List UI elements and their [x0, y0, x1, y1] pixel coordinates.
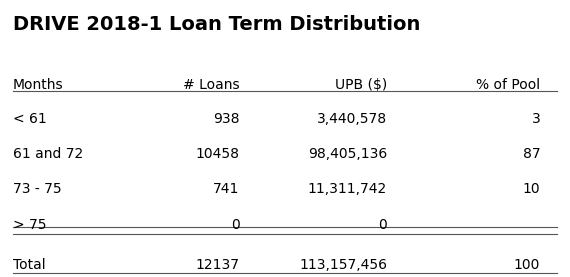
Text: 113,157,456: 113,157,456 — [299, 258, 387, 272]
Text: Months: Months — [13, 78, 63, 91]
Text: 87: 87 — [523, 147, 540, 161]
Text: Total: Total — [13, 258, 46, 272]
Text: 61 and 72: 61 and 72 — [13, 147, 83, 161]
Text: 12137: 12137 — [196, 258, 239, 272]
Text: 0: 0 — [378, 218, 387, 232]
Text: # Loans: # Loans — [183, 78, 239, 91]
Text: 98,405,136: 98,405,136 — [308, 147, 387, 161]
Text: 741: 741 — [213, 182, 239, 196]
Text: UPB ($): UPB ($) — [335, 78, 387, 91]
Text: 3: 3 — [531, 112, 540, 125]
Text: 938: 938 — [213, 112, 239, 125]
Text: < 61: < 61 — [13, 112, 47, 125]
Text: 73 - 75: 73 - 75 — [13, 182, 62, 196]
Text: > 75: > 75 — [13, 218, 46, 232]
Text: 10458: 10458 — [196, 147, 239, 161]
Text: 0: 0 — [231, 218, 239, 232]
Text: DRIVE 2018-1 Loan Term Distribution: DRIVE 2018-1 Loan Term Distribution — [13, 15, 420, 34]
Text: 100: 100 — [514, 258, 540, 272]
Text: 10: 10 — [523, 182, 540, 196]
Text: 11,311,742: 11,311,742 — [308, 182, 387, 196]
Text: 3,440,578: 3,440,578 — [317, 112, 387, 125]
Text: % of Pool: % of Pool — [476, 78, 540, 91]
